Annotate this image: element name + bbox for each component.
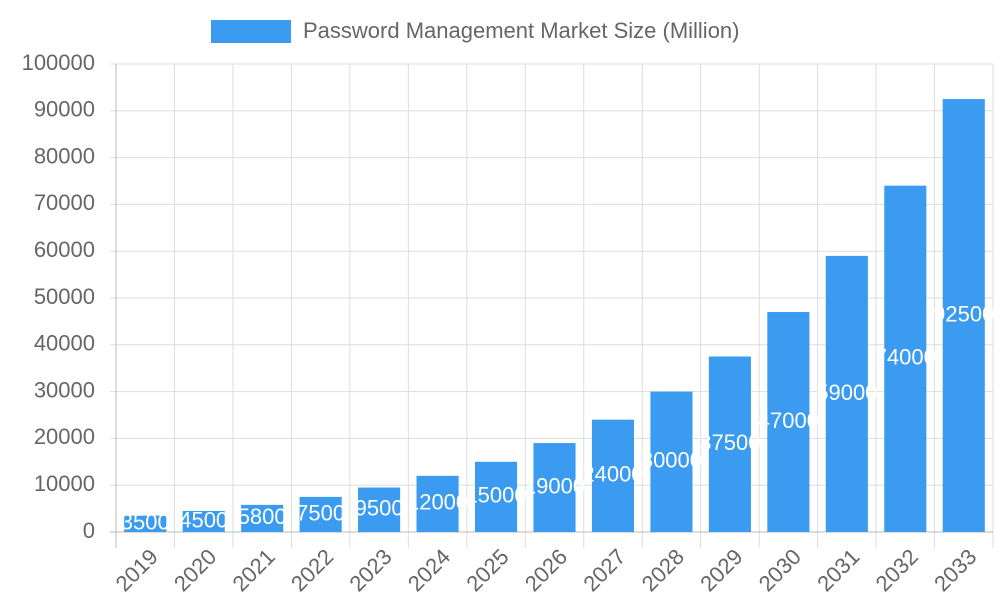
bar (299, 496, 342, 532)
y-tick-label: 40000 (34, 331, 95, 356)
data-label: 3500 (121, 510, 170, 535)
bar (124, 515, 167, 532)
x-tick-label: 2029 (695, 544, 747, 596)
data-label: 4500 (179, 507, 228, 532)
x-tick-label: 2023 (344, 544, 396, 596)
x-tick-label: 2025 (461, 544, 513, 596)
bar (241, 504, 284, 532)
y-tick-label: 60000 (34, 237, 95, 262)
y-tick-label: 50000 (34, 284, 95, 309)
bar (416, 475, 459, 532)
bar (767, 312, 810, 532)
bar (825, 255, 868, 532)
bar (533, 443, 576, 532)
x-tick-label: 2026 (520, 544, 572, 596)
data-label: 74000 (875, 345, 936, 370)
data-label: 5800 (238, 504, 287, 529)
x-tick-label: 2020 (169, 544, 221, 596)
x-tick-label: 2022 (286, 544, 338, 596)
x-tick-label: 2032 (871, 544, 923, 596)
legend-label: Password Management Market Size (Million… (303, 18, 740, 43)
data-label: 37500 (699, 430, 760, 455)
bar (182, 510, 225, 532)
data-label: 7500 (296, 500, 345, 525)
y-tick-label: 0 (83, 518, 95, 543)
bar (474, 461, 518, 532)
data-label: 19000 (524, 473, 585, 498)
y-tick-label: 90000 (34, 97, 95, 122)
bar (358, 487, 401, 532)
y-tick-label: 80000 (34, 143, 95, 168)
data-label: 30000 (641, 448, 702, 473)
bar (942, 99, 985, 532)
x-tick-label: 2027 (578, 544, 630, 596)
x-tick-label: 2028 (637, 544, 689, 596)
bar (591, 419, 635, 532)
y-tick-label: 10000 (34, 471, 95, 496)
x-tick-label: 2033 (929, 544, 981, 596)
legend-swatch (211, 20, 291, 43)
bar (884, 185, 927, 532)
x-tick-label: 2019 (111, 544, 163, 596)
bar (650, 391, 693, 532)
data-label: 9500 (355, 496, 404, 521)
x-tick-label: 2031 (812, 544, 864, 596)
x-tick-label: 2024 (403, 544, 455, 596)
y-tick-label: 20000 (34, 424, 95, 449)
bar (708, 356, 751, 532)
y-tick-label: 30000 (34, 377, 95, 402)
data-label: 15000 (465, 483, 526, 508)
y-tick-label: 100000 (22, 50, 95, 75)
data-label: 92500 (933, 301, 994, 326)
data-label: 24000 (582, 462, 643, 487)
x-tick-label: 2030 (754, 544, 806, 596)
y-tick-label: 70000 (34, 190, 95, 215)
data-label: 47000 (758, 408, 819, 433)
x-tick-label: 2021 (228, 544, 280, 596)
data-label: 59000 (816, 380, 877, 405)
data-label: 12000 (407, 490, 468, 515)
